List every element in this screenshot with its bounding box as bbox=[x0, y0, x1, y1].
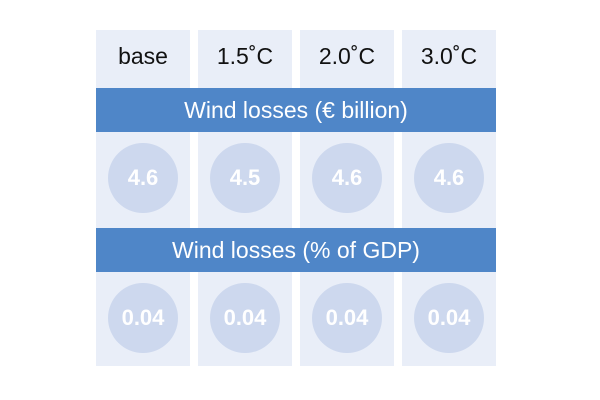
value-circle: 4.6 bbox=[312, 143, 382, 213]
column-header: 1.5˚C bbox=[216, 42, 274, 69]
column-header: 2.0˚C bbox=[318, 42, 376, 69]
value-circle: 0.04 bbox=[414, 283, 484, 353]
value-circle: 0.04 bbox=[108, 283, 178, 353]
value-circle: 4.6 bbox=[414, 143, 484, 213]
value-circle: 0.04 bbox=[312, 283, 382, 353]
value-circle: 0.04 bbox=[210, 283, 280, 353]
section-title: Wind losses (% of GDP) bbox=[96, 228, 496, 272]
value-circle: 4.5 bbox=[210, 143, 280, 213]
section-title: Wind losses (€ billion) bbox=[96, 88, 496, 132]
column-header: base bbox=[118, 42, 168, 69]
value-circle: 4.6 bbox=[108, 143, 178, 213]
column-header: 3.0˚C bbox=[420, 42, 478, 69]
